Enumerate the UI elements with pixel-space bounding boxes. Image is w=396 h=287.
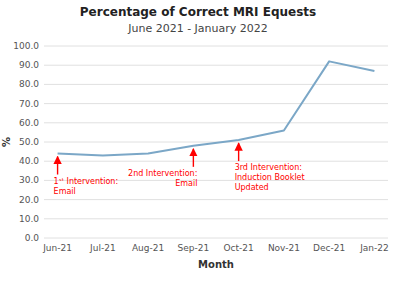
x-tick-label: Sep-21	[178, 243, 210, 253]
annotation-line: 3rd Intervention:	[235, 163, 302, 172]
title: Percentage of Correct MRI Equests	[80, 5, 316, 19]
grid-line	[44, 238, 388, 239]
annotation-arrow	[57, 157, 58, 175]
x-tick-label: Dec-21	[313, 243, 345, 253]
y-tick-label: 100.0	[13, 41, 39, 51]
x-tick-label: Aug-21	[132, 243, 164, 253]
grid-line	[44, 103, 388, 104]
grid-line	[44, 65, 388, 66]
annotation-arrow	[193, 149, 194, 167]
x-tick-label: Jun-21	[42, 243, 72, 253]
annotation-line: Email	[54, 187, 76, 196]
line	[58, 61, 375, 155]
x-tick-label: Jan-22	[359, 243, 389, 253]
y-tick-label: 60.0	[19, 118, 39, 128]
y-tick-label: 0.0	[25, 233, 40, 243]
annotation: 1ˢᵗ Intervention:Email	[54, 177, 119, 196]
annotation-arrow	[238, 143, 239, 161]
grid-line	[44, 46, 388, 47]
y-tick-label: 40.0	[19, 156, 39, 166]
grid	[44, 46, 388, 238]
annotation: 3rd Intervention:Induction BookletUpdate…	[235, 163, 305, 192]
grid-line	[44, 161, 388, 162]
annotation-line: 2nd Intervention:	[128, 169, 197, 178]
annotation-line: Induction Booklet	[235, 173, 305, 182]
y-axis-label: %	[1, 137, 12, 147]
grid-line	[44, 199, 388, 200]
y-tick-label: 10.0	[19, 214, 39, 224]
x-tick-label: Oct-21	[223, 243, 253, 253]
y-tick-label: 70.0	[19, 99, 39, 109]
x-axis-label: Month	[198, 259, 234, 270]
x-tick-label: Jul-21	[89, 243, 116, 253]
x-tick-label: Nov-21	[268, 243, 300, 253]
y-tick-label: 80.0	[19, 79, 39, 89]
grid-line	[44, 218, 388, 219]
y-tick-label: 20.0	[19, 195, 39, 205]
annotation: 2nd Intervention:Email	[128, 169, 197, 188]
annotation-line: Updated	[235, 183, 269, 192]
annotation-line: Email	[175, 179, 197, 188]
y-tick-label: 50.0	[19, 137, 39, 147]
y-tick-label: 30.0	[19, 175, 39, 185]
plot-area	[58, 61, 375, 155]
annotation-line: 1ˢᵗ Intervention:	[54, 177, 119, 186]
chart: Percentage of Correct MRI Equests June 20…	[0, 0, 396, 287]
annotations: 1ˢᵗ Intervention:Email2nd Intervention:E…	[54, 143, 305, 195]
y-tick-label: 90.0	[19, 60, 39, 70]
subtitle: June 2021 - January 2022	[127, 22, 268, 35]
grid-line	[44, 84, 388, 85]
grid-line	[44, 122, 388, 123]
